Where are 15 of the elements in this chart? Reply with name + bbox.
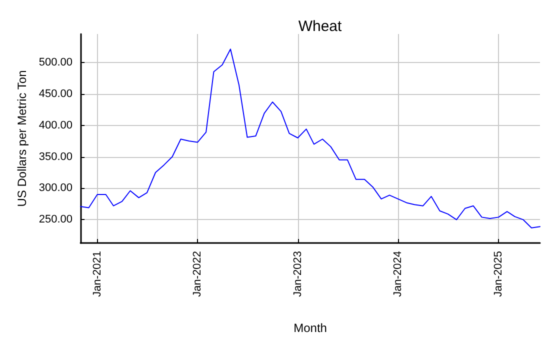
y-tick-label: 300.00 xyxy=(38,182,73,194)
y-tick-label: 400.00 xyxy=(38,119,73,132)
x-axis-title: Month xyxy=(294,321,327,335)
x-tick-label: Jan-2023 xyxy=(292,251,304,297)
y-tick-label: 450.00 xyxy=(38,88,73,100)
x-tick-label: Jan-2024 xyxy=(392,251,404,297)
y-tick-label: 350.00 xyxy=(38,150,73,163)
x-tick-label: Jan-2025 xyxy=(492,251,505,297)
y-axis-title: US Dollars per Metric Ton xyxy=(15,70,29,207)
y-tick-label: 250.00 xyxy=(38,214,73,226)
line-series xyxy=(80,48,540,228)
chart-title: Wheat xyxy=(298,18,343,35)
y-tick-label: 500.00 xyxy=(38,56,73,68)
x-tick-label: Jan-2022 xyxy=(192,251,204,297)
x-tick-label: Jan-2021 xyxy=(91,251,104,297)
